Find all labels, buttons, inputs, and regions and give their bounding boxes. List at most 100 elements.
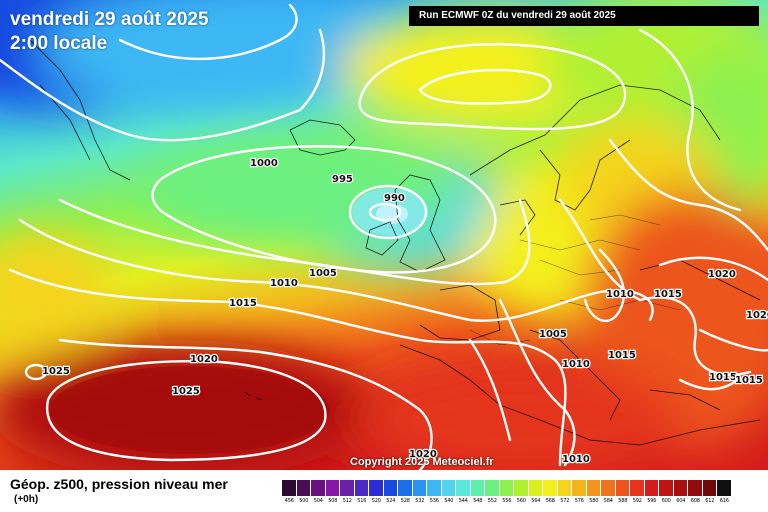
isobar-label-1015: 1015 <box>654 289 682 300</box>
scale-step: 456 <box>282 480 297 504</box>
scale-value: 556 <box>502 498 512 504</box>
scale-value: 544 <box>458 498 468 504</box>
model-run-label: Run ECMWF 0Z du vendredi 29 août 2025 <box>409 6 759 26</box>
scale-step: 596 <box>644 480 659 504</box>
isobars <box>0 3 768 470</box>
isobar-label-1005: 1005 <box>539 329 567 340</box>
scale-value: 596 <box>647 498 657 504</box>
scale-swatch <box>456 480 471 496</box>
scale-step: 604 <box>673 480 688 504</box>
lead-time: (+0h) <box>14 494 39 505</box>
isobar-label-995: 995 <box>332 174 353 185</box>
scale-swatch <box>485 480 500 496</box>
map-caption: Géop. z500, pression niveau mer <box>10 476 228 492</box>
scale-value: 552 <box>487 498 497 504</box>
scale-swatch <box>470 480 485 496</box>
forecast-date: vendredi 29 août 2025 <box>10 9 209 30</box>
scale-swatch <box>543 480 558 496</box>
scale-step: 560 <box>514 480 529 504</box>
scale-value: 536 <box>429 498 439 504</box>
scale-step: 556 <box>499 480 514 504</box>
scale-value: 612 <box>705 498 715 504</box>
scale-value: 584 <box>603 498 613 504</box>
color-scale: 456 500 504 508 512 516 520 524 528 532 536 540 544 5… <box>282 480 732 504</box>
scale-step: 568 <box>543 480 558 504</box>
scale-swatch <box>717 480 732 496</box>
scale-swatch <box>296 480 311 496</box>
scale-swatch <box>688 480 703 496</box>
scale-step: 504 <box>311 480 326 504</box>
scale-swatch <box>659 480 674 496</box>
isobar-label-1000: 1000 <box>250 158 278 169</box>
scale-swatch <box>586 480 601 496</box>
scale-value: 564 <box>531 498 541 504</box>
scale-step: 540 <box>441 480 456 504</box>
scale-swatch <box>615 480 630 496</box>
scale-step: 576 <box>572 480 587 504</box>
scale-swatch <box>572 480 587 496</box>
scale-step: 524 <box>383 480 398 504</box>
forecast-map: 990 995 1000 1005 1010 1015 1020 1025 10… <box>0 0 768 470</box>
scale-swatch <box>601 480 616 496</box>
isobar-label-1020: 1020 <box>708 269 736 280</box>
scale-value: 588 <box>618 498 628 504</box>
scale-swatch <box>673 480 688 496</box>
isobar-label-1010: 1010 <box>562 454 590 465</box>
scale-value: 608 <box>690 498 700 504</box>
scale-step: 592 <box>630 480 645 504</box>
isobar-label-1010: 1010 <box>562 359 590 370</box>
isobar-label-990: 990 <box>384 193 405 204</box>
scale-swatch <box>427 480 442 496</box>
scale-step: 580 <box>586 480 601 504</box>
isobar-label-1015: 1015 <box>608 350 636 361</box>
scale-value: 576 <box>574 498 584 504</box>
scale-swatch <box>630 480 645 496</box>
isobar-label-1010: 1010 <box>606 289 634 300</box>
scale-step: 552 <box>485 480 500 504</box>
scale-step: 564 <box>528 480 543 504</box>
isobar-label-1015: 1015 <box>709 372 737 383</box>
scale-step: 512 <box>340 480 355 504</box>
isobar-label-1015: 1015 <box>229 298 257 309</box>
scale-value: 456 <box>284 498 294 504</box>
copyright-notice: Copyright 2025 Meteociel.fr <box>350 456 494 468</box>
scale-swatch <box>412 480 427 496</box>
scale-value: 572 <box>560 498 570 504</box>
geopotential-field: 990 995 1000 1005 1010 1015 1020 1025 10… <box>0 0 768 470</box>
isobar-label-1020: 1020 <box>746 310 768 321</box>
scale-value: 600 <box>661 498 671 504</box>
scale-value: 504 <box>313 498 323 504</box>
scale-swatch <box>499 480 514 496</box>
scale-step: 600 <box>659 480 674 504</box>
scale-step: 544 <box>456 480 471 504</box>
isobar-label-1020: 1020 <box>190 354 218 365</box>
isobar-label-1020: 1020 <box>409 449 437 460</box>
scale-step: 516 <box>354 480 369 504</box>
scale-value: 580 <box>589 498 599 504</box>
scale-swatch <box>325 480 340 496</box>
scale-swatch <box>369 480 384 496</box>
forecast-local-time: 2:00 locale <box>10 33 108 54</box>
scale-step: 520 <box>369 480 384 504</box>
scale-value: 520 <box>371 498 381 504</box>
scale-value: 508 <box>328 498 338 504</box>
scale-swatch <box>282 480 297 496</box>
scale-swatch <box>514 480 529 496</box>
scale-step: 532 <box>412 480 427 504</box>
scale-swatch <box>528 480 543 496</box>
isobar-label-1015: 1015 <box>735 375 763 386</box>
scale-step: 584 <box>601 480 616 504</box>
scale-swatch <box>311 480 326 496</box>
scale-value: 540 <box>444 498 454 504</box>
scale-step: 508 <box>325 480 340 504</box>
scale-swatch <box>702 480 717 496</box>
scale-value: 528 <box>400 498 410 504</box>
isobar-label-1010: 1010 <box>270 278 298 289</box>
isobar-labels: 990 995 1000 1005 1010 1015 1020 1025 10… <box>41 157 768 467</box>
scale-value: 516 <box>357 498 367 504</box>
scale-value: 604 <box>676 498 686 504</box>
scale-step: 528 <box>398 480 413 504</box>
scale-value: 512 <box>342 498 352 504</box>
scale-step: 616 <box>717 480 732 504</box>
scale-swatch <box>354 480 369 496</box>
